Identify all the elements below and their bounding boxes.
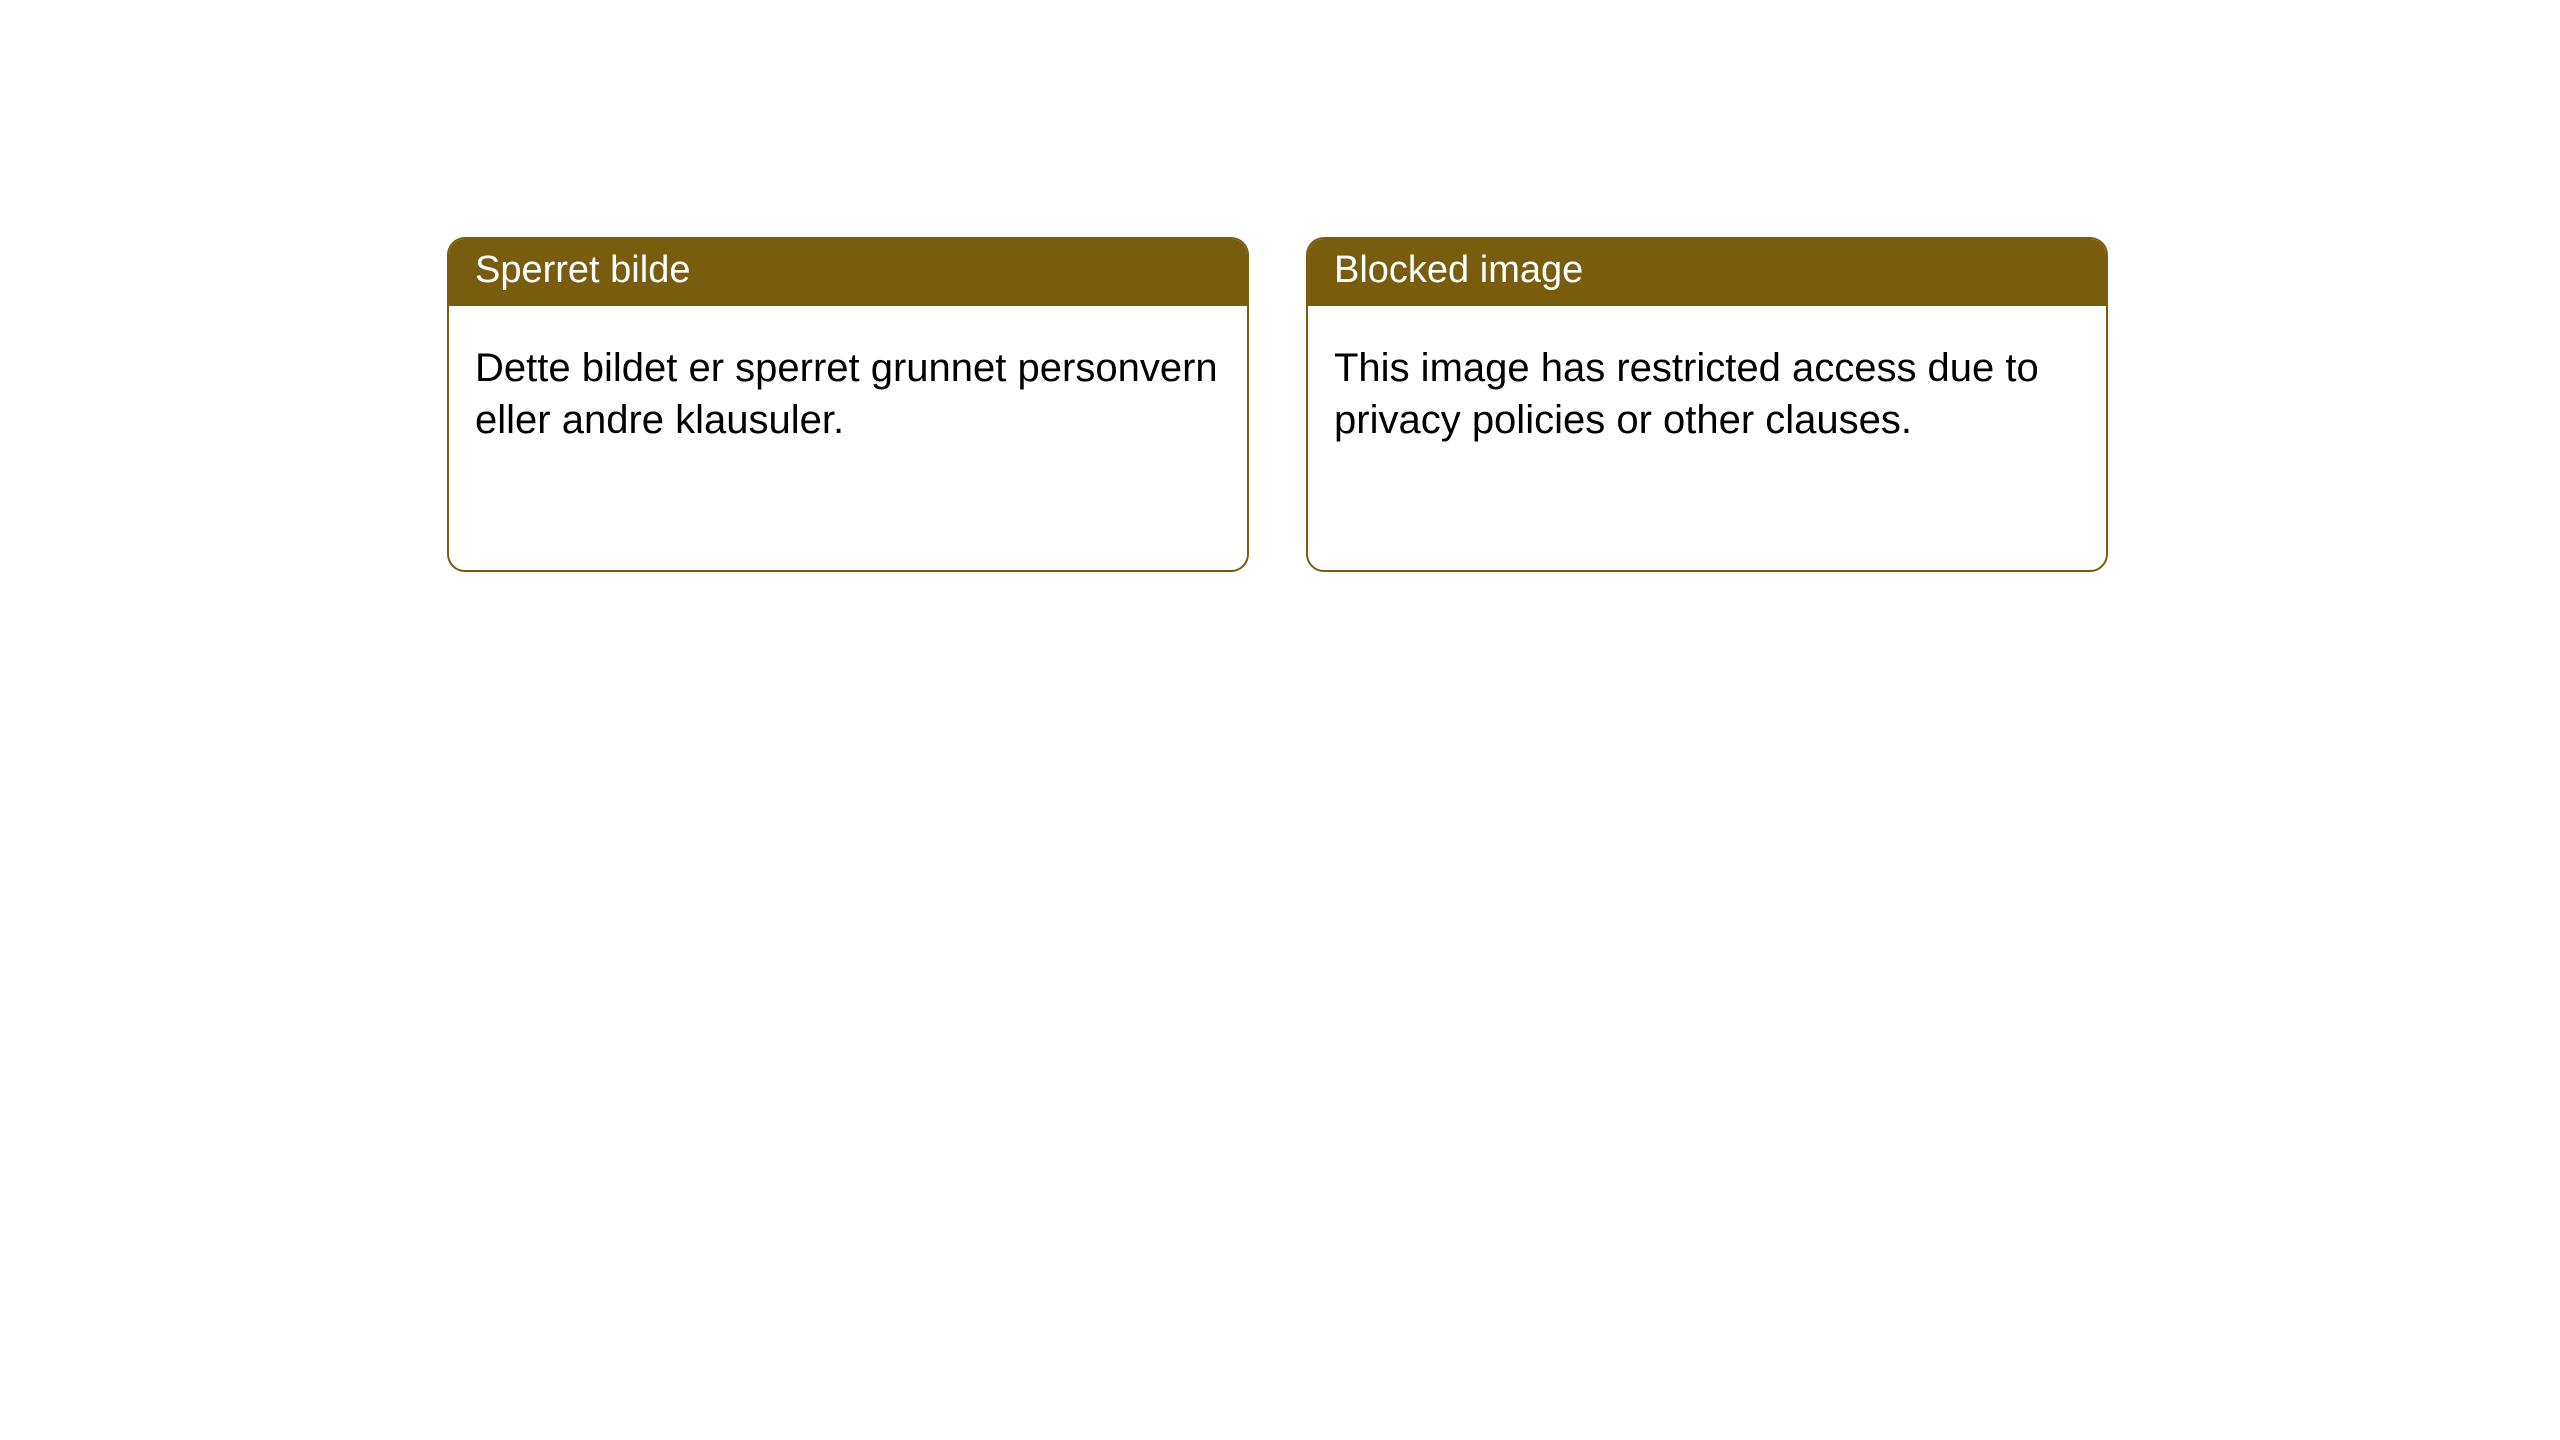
notice-body-norwegian: Dette bildet er sperret grunnet personve… — [449, 306, 1247, 472]
notice-card-english: Blocked image This image has restricted … — [1306, 237, 2108, 572]
notice-header-english: Blocked image — [1308, 239, 2106, 306]
notice-cards-container: Sperret bilde Dette bildet er sperret gr… — [447, 237, 2108, 572]
notice-card-norwegian: Sperret bilde Dette bildet er sperret gr… — [447, 237, 1249, 572]
notice-body-english: This image has restricted access due to … — [1308, 306, 2106, 472]
notice-header-norwegian: Sperret bilde — [449, 239, 1247, 306]
